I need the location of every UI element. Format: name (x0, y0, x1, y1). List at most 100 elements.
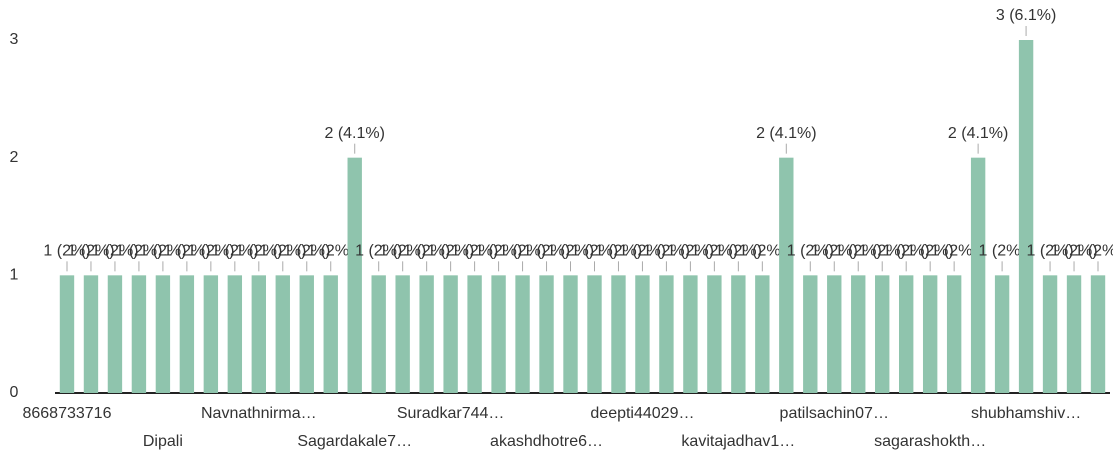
x-tick-label: 8668733716 (22, 405, 111, 422)
data-label: 1 (2%) (859, 243, 906, 260)
data-label: 1 (2%) (835, 243, 882, 260)
bar (275, 275, 290, 393)
data-label: 1 (2%) (931, 243, 978, 260)
x-tick-label: sagarashokth… (874, 433, 986, 450)
bar (539, 275, 554, 393)
data-label: 1 (2%) (571, 243, 618, 260)
bar (419, 275, 434, 393)
bar (922, 275, 938, 393)
data-label: 1 (2%) (595, 243, 642, 260)
data-label: 1 (2%) (187, 243, 234, 260)
bar (635, 275, 650, 393)
data-label: 1 (2%) (43, 243, 90, 260)
x-tick-label: shubhamshiv… (971, 405, 1081, 422)
data-label: 1 (2%) (451, 243, 498, 260)
data-label: 1 (2%) (619, 243, 666, 260)
bar (83, 275, 99, 393)
x-tick-label: Suradkar744… (397, 405, 505, 422)
bar (347, 157, 362, 393)
bar (851, 275, 866, 393)
bar (251, 275, 266, 393)
data-label: 1 (2%) (499, 243, 546, 260)
data-label: 1 (2%) (811, 243, 858, 260)
data-label: 1 (2%) (427, 243, 474, 260)
bar (994, 275, 1010, 393)
bar (827, 275, 842, 393)
data-label: 1 (2%) (163, 243, 210, 260)
data-label: 2 (4.1%) (756, 125, 816, 142)
bar (803, 275, 818, 393)
x-tick-label: deepti44029… (590, 405, 694, 422)
bar (443, 275, 458, 393)
data-label: 1 (2%) (379, 243, 426, 260)
data-label: 1 (2%) (1026, 243, 1073, 260)
data-label: 1 (2%) (1074, 243, 1113, 260)
bar (203, 275, 219, 393)
bar (131, 275, 147, 393)
bar (611, 275, 626, 393)
data-label: 1 (2%) (739, 243, 786, 260)
data-label: 1 (2%) (643, 243, 690, 260)
bar (1042, 275, 1058, 393)
data-label: 1 (2%) (787, 243, 834, 260)
bar (875, 275, 890, 393)
data-label: 1 (2%) (547, 243, 594, 260)
bar (970, 157, 986, 393)
data-label: 1 (2%) (715, 243, 762, 260)
data-label: 1 (2%) (403, 243, 450, 260)
y-tick-label: 2 (10, 149, 19, 166)
data-label: 1 (2%) (907, 243, 954, 260)
data-label: 1 (2%) (235, 243, 282, 260)
bar (1066, 275, 1082, 393)
data-label: 1 (2%) (883, 243, 930, 260)
data-label: 1 (2%) (691, 243, 738, 260)
data-label: 2 (4.1%) (948, 125, 1008, 142)
bar (155, 275, 171, 393)
data-label: 1 (2%) (523, 243, 570, 260)
data-label: 1 (2%) (283, 243, 330, 260)
bar (563, 275, 578, 393)
y-tick-label: 0 (10, 384, 19, 401)
data-label: 1 (2%) (307, 243, 354, 260)
y-tick-label: 3 (10, 31, 19, 48)
bar (227, 275, 243, 393)
data-label: 1 (2%) (211, 243, 258, 260)
data-label: 1 (2%) (979, 243, 1026, 260)
data-label: 1 (2%) (115, 243, 162, 260)
bar (946, 275, 962, 393)
bar (491, 275, 506, 393)
bar (587, 275, 602, 393)
data-label: 1 (2%) (475, 243, 522, 260)
bar (179, 275, 195, 393)
data-label: 1 (2%) (67, 243, 114, 260)
data-label: 1 (2%) (259, 243, 306, 260)
bar (1090, 275, 1106, 393)
bar (899, 275, 914, 393)
bar (59, 275, 75, 393)
bar (779, 157, 794, 393)
bar (395, 275, 410, 393)
bar (1018, 40, 1034, 393)
data-label: 2 (4.1%) (324, 125, 384, 142)
x-tick-label: Sagardakale7… (297, 433, 412, 450)
bar (731, 275, 746, 393)
x-tick-label: akashdhotre6… (490, 433, 603, 450)
bar (299, 275, 314, 393)
data-label: 1 (2%) (1050, 243, 1097, 260)
y-tick-label: 1 (10, 267, 19, 284)
bar (371, 275, 386, 393)
bar (707, 275, 722, 393)
bar (515, 275, 530, 393)
data-label: 1 (2%) (667, 243, 714, 260)
x-tick-label: kavitajadhav1… (681, 433, 795, 450)
data-label: 3 (6.1%) (996, 7, 1056, 24)
bar (467, 275, 482, 393)
x-tick-label: patilsachin07… (780, 405, 889, 422)
bar (755, 275, 770, 393)
data-label: 1 (2%) (355, 243, 402, 260)
bar (683, 275, 698, 393)
bar (659, 275, 674, 393)
bar (323, 275, 338, 393)
data-label: 1 (2%) (139, 243, 186, 260)
